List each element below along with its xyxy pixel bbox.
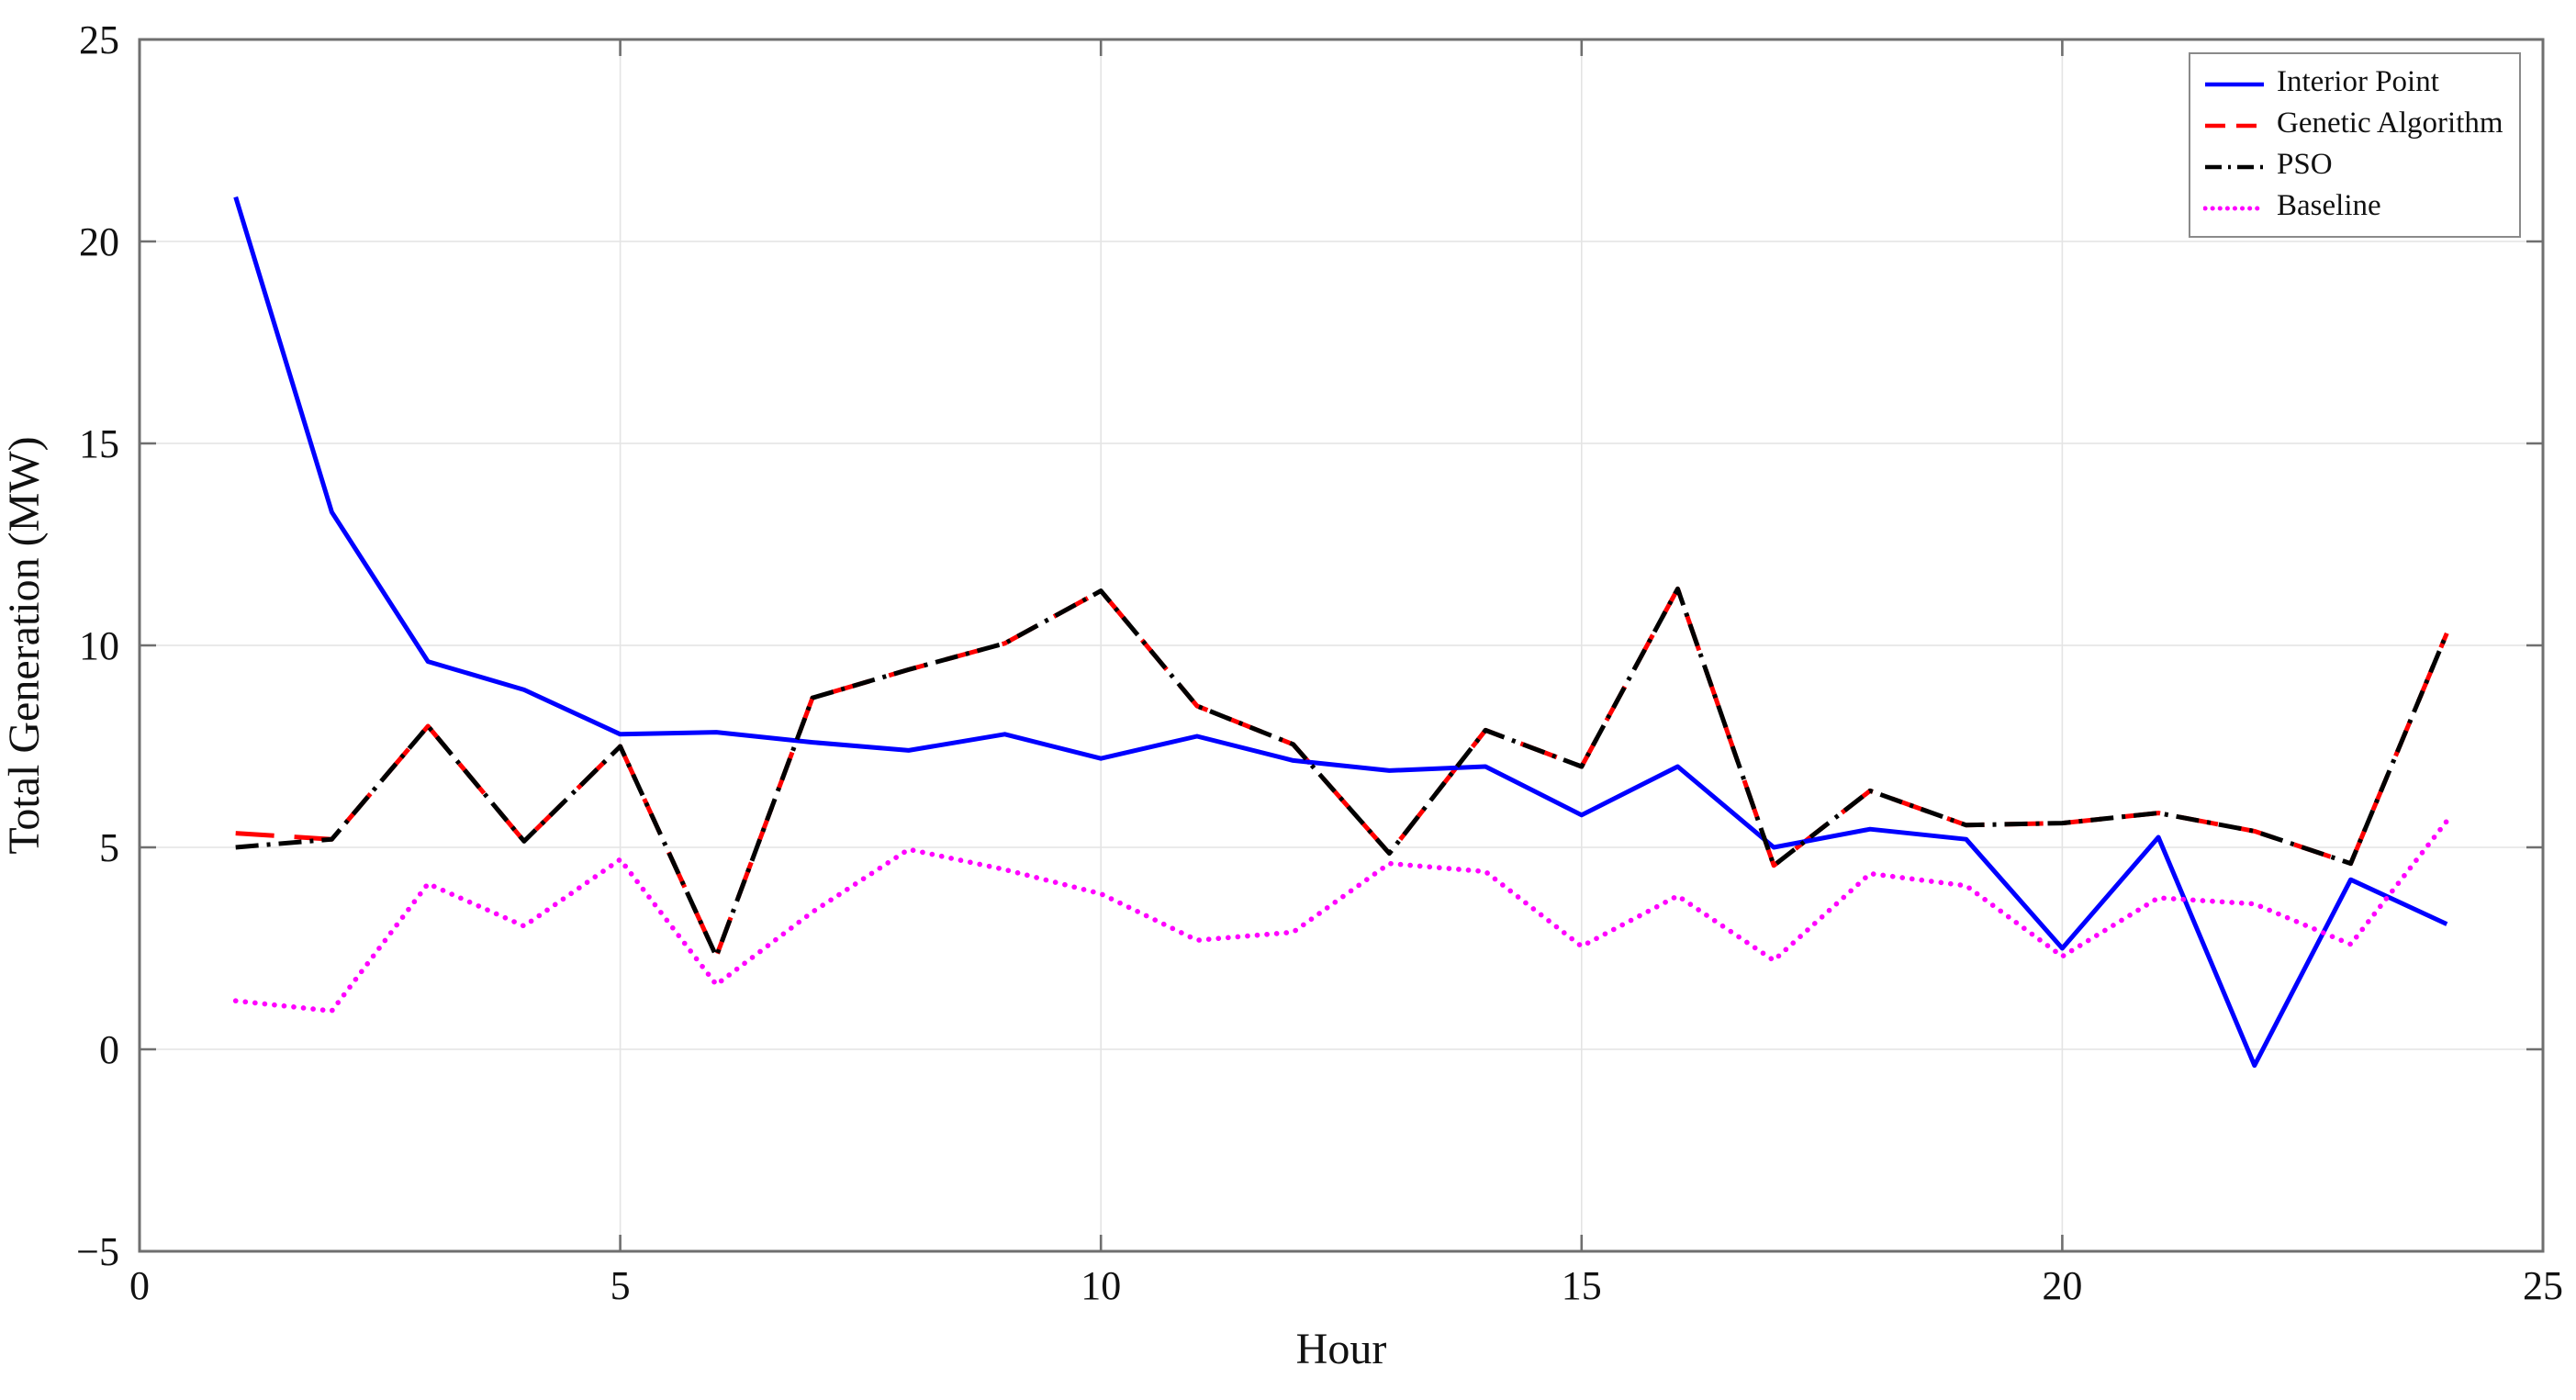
legend-line-sample-dotted	[2203, 206, 2266, 210]
y-tick-label: 10	[79, 623, 119, 668]
y-tick-label: −5	[76, 1229, 119, 1274]
series-line-genetic-algorithm	[235, 586, 2449, 959]
y-axis-title: Total Generation (MW)	[0, 436, 49, 854]
legend-label: Genetic Algorithm	[2277, 106, 2503, 140]
x-tick-label: 0	[129, 1263, 150, 1308]
y-tick-label: 0	[99, 1027, 119, 1072]
x-tick-label: 15	[1562, 1263, 1602, 1308]
y-tick-label: 15	[79, 421, 119, 466]
legend-item-genetic-algorithm: Genetic Algorithm	[2203, 105, 2512, 146]
legend-line-sample-solid	[2205, 82, 2264, 86]
legend-label: Interior Point	[2277, 65, 2439, 98]
y-tick-label: 5	[99, 825, 119, 870]
x-tick-label: 20	[2042, 1263, 2082, 1308]
grid	[140, 39, 2543, 1251]
x-tick-label: 25	[2523, 1263, 2563, 1308]
legend-label: PSO	[2277, 148, 2333, 181]
legend-label: Baseline	[2277, 189, 2381, 222]
legend-line-sample-dashed	[2205, 123, 2264, 128]
y-tick-label: 20	[79, 219, 119, 264]
series-line-baseline	[232, 818, 2450, 1014]
legend-box: Interior Point Genetic Algorithm PSO Bas…	[2189, 52, 2521, 238]
tick-marks	[138, 38, 2545, 1253]
x-tick-label: 5	[610, 1263, 631, 1308]
legend-line-sample-dashdot	[2205, 164, 2264, 169]
x-tick-label: 10	[1081, 1263, 1121, 1308]
series-line-pso	[235, 586, 2449, 959]
legend-item-baseline: Baseline	[2203, 187, 2512, 229]
y-tick-label: 25	[79, 17, 119, 62]
x-axis-title: Hour	[1296, 1325, 1387, 1373]
legend-item-interior-point: Interior Point	[2203, 63, 2512, 105]
legend-item-pso: PSO	[2203, 146, 2512, 187]
series-line-interior-point	[233, 196, 2448, 1069]
